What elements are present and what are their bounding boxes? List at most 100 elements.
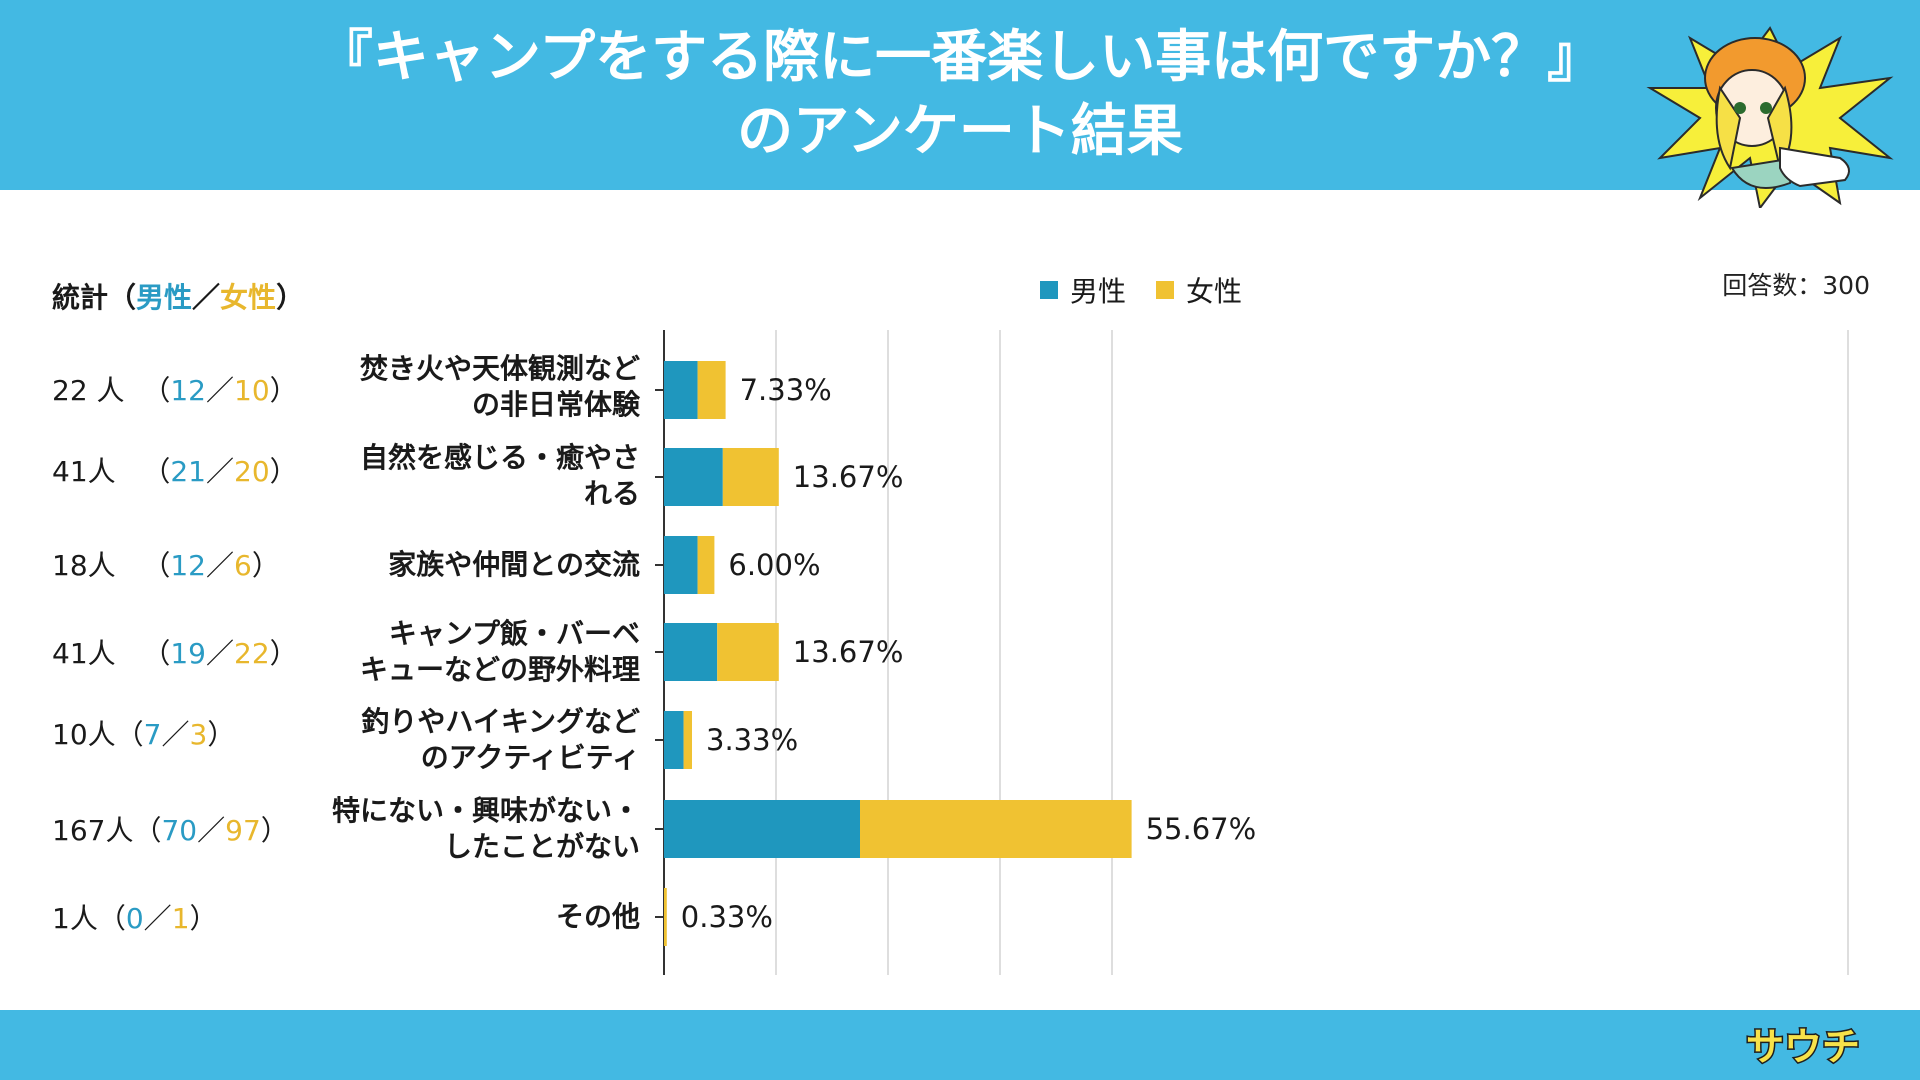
stat-male: 19 <box>170 637 206 670</box>
legend-label-male: 男性 <box>1070 275 1127 308</box>
data-label: 13.67% <box>793 635 904 669</box>
category-label: 特にない・興味がない・ したことがない <box>320 793 640 865</box>
stat-sep: ／ <box>206 637 235 670</box>
stat-row: 22 人 （12／10） <box>52 374 298 408</box>
data-label: 6.00% <box>728 548 820 582</box>
category-label: 焚き火や天体観測など の非日常体験 <box>320 351 640 423</box>
bar-female <box>697 536 715 594</box>
bar-male <box>664 448 723 506</box>
category-label: キャンプ飯・バーベ キューなどの野外料理 <box>320 616 640 688</box>
category-label-line: 家族や仲間との交流 <box>388 548 640 581</box>
stat-total: 167人 <box>52 814 134 847</box>
page-title-line-1: 『キャンプをする際に一番楽しい事は何ですか？』 <box>316 25 1604 90</box>
stat-close: ） <box>269 455 298 488</box>
stat-male: 7 <box>143 718 162 751</box>
stat-male: 21 <box>170 455 206 488</box>
stats-header: 統計（男性／女性） <box>52 276 304 316</box>
stat-open: （ <box>115 718 144 751</box>
category-label-line: れる <box>583 477 640 510</box>
stat-female: 97 <box>225 814 261 847</box>
data-label: 3.33% <box>706 723 798 757</box>
stat-open: （ <box>142 455 171 488</box>
category-label-line: その他 <box>555 900 640 933</box>
category-label: 家族や仲間との交流 <box>320 547 640 583</box>
bar-male <box>664 361 698 419</box>
sauchi-brand-logo: サウチ <box>1744 1024 1861 1071</box>
bar-female <box>722 448 779 506</box>
bar-male <box>664 800 860 858</box>
bar-male <box>664 711 684 769</box>
bar-male <box>664 536 698 594</box>
data-label: 0.33% <box>681 900 773 934</box>
stat-total: 22 人 <box>52 374 125 407</box>
category-label: その他 <box>320 899 640 935</box>
stats-header-prefix: 統計（ <box>52 281 137 314</box>
respondent-count: 回答数：300 <box>1722 271 1870 300</box>
stat-close: ） <box>269 637 298 670</box>
legend-item-female: 女性 <box>1156 270 1242 310</box>
data-label: 55.67% <box>1146 812 1257 846</box>
stat-row: 1人（0／1） <box>52 902 218 936</box>
stat-sep: ／ <box>206 549 235 582</box>
footer-banner <box>0 1010 1920 1080</box>
stat-male: 70 <box>161 814 198 847</box>
stat-row: 167人（70／97） <box>52 814 289 848</box>
stats-header-suffix: ） <box>276 281 305 314</box>
stat-open: （ <box>133 814 162 847</box>
stat-row: 18人 （12／6） <box>52 549 280 583</box>
bar-female <box>697 361 726 419</box>
stat-sep: ／ <box>206 455 235 488</box>
stat-close: ） <box>260 814 289 847</box>
bar-female <box>860 800 1132 858</box>
bar-female <box>717 623 779 681</box>
stat-female: 20 <box>234 455 270 488</box>
legend-swatch-female <box>1156 281 1175 299</box>
category-label: 釣りやハイキングなど のアクティビティ <box>320 704 640 776</box>
stat-close: ） <box>207 718 236 751</box>
stat-male: 12 <box>170 374 206 407</box>
brand-logo-text: サウチ <box>1746 1025 1860 1069</box>
stat-total: 18人 <box>52 549 116 582</box>
stats-header-sep: ／ <box>192 281 221 314</box>
stat-female: 1 <box>171 902 190 935</box>
stat-sep: ／ <box>197 814 226 847</box>
bar-female <box>664 888 667 946</box>
stat-female: 10 <box>234 374 270 407</box>
legend-swatch-male <box>1040 281 1058 299</box>
bar-male <box>664 623 718 681</box>
category-label-line: キャンプ飯・バーベ <box>388 617 640 650</box>
category-label-line: キューなどの野外料理 <box>359 653 640 686</box>
category-label-line: 自然を感じる・癒やさ <box>359 441 640 474</box>
stat-open: （ <box>142 637 171 670</box>
stat-close: ） <box>269 374 298 407</box>
pointing-girl-mascot-icon <box>1646 26 1894 208</box>
category-label-line: 釣りやハイキングなど <box>361 705 640 738</box>
header-banner <box>0 0 1920 190</box>
category-label-line: の非日常体験 <box>471 388 640 421</box>
chart-legend: 男性 女性 <box>1040 270 1272 310</box>
page-title-line-2: のアンケート結果 <box>737 99 1183 164</box>
stat-close: ） <box>251 549 280 582</box>
stat-total: 41人 <box>52 637 116 670</box>
category-label-line: 焚き火や天体観測など <box>359 352 640 385</box>
category-label-line: 特にない・興味がない・ <box>331 794 640 827</box>
stat-total: 10人 <box>52 718 116 751</box>
data-label: 13.67% <box>793 460 904 494</box>
stat-row: 10人（7／3） <box>52 718 235 752</box>
stat-sep: ／ <box>161 718 190 751</box>
legend-item-male: 男性 <box>1040 270 1126 310</box>
stat-sep: ／ <box>143 902 172 935</box>
stat-female: 6 <box>234 549 252 582</box>
bar-female <box>683 711 692 769</box>
stats-header-female: 女性 <box>220 281 277 314</box>
stat-row: 41人 （21／20） <box>52 455 298 489</box>
stat-row: 41人 （19／22） <box>52 637 298 671</box>
stat-open: （ <box>142 374 171 407</box>
stat-sep: ／ <box>206 374 235 407</box>
stat-total: 1人 <box>52 902 98 935</box>
stat-female: 22 <box>234 637 270 670</box>
stat-female: 3 <box>189 718 208 751</box>
data-label: 7.33% <box>740 373 832 407</box>
stat-open: （ <box>97 902 126 935</box>
